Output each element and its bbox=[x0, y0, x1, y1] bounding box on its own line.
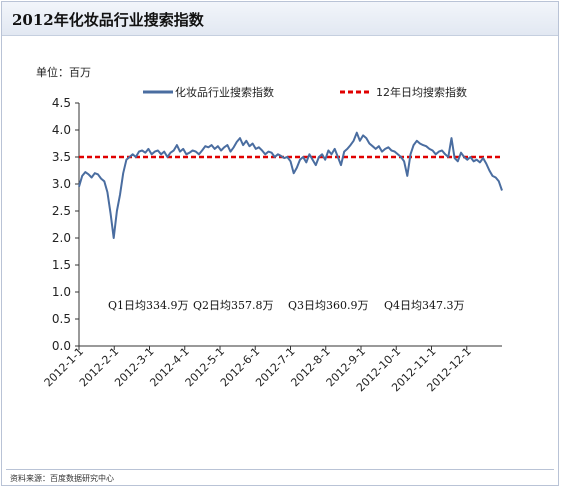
legend-label-average: 12年日均搜索指数 bbox=[376, 85, 467, 99]
source-note: 资料来源：百度数据研究中心 bbox=[10, 474, 114, 483]
y-tick-label: 0.5 bbox=[52, 312, 71, 326]
annotation-q3: Q3日均360.9万 bbox=[288, 299, 369, 312]
chart-title: 2012年化妆品行业搜索指数 bbox=[12, 11, 204, 29]
footer-divider bbox=[6, 469, 554, 470]
quarter-annotations: Q1日均334.9万 Q2日均357.8万 Q3日均360.9万 Q4日均347… bbox=[108, 299, 465, 312]
y-tick-label: 1.0 bbox=[52, 285, 71, 299]
y-tick-label: 1.5 bbox=[52, 258, 71, 272]
title-bar: 2012年化妆品行业搜索指数 bbox=[2, 2, 558, 36]
annotation-q1: Q1日均334.9万 bbox=[108, 299, 189, 312]
y-tick-label: 4.0 bbox=[52, 123, 71, 137]
y-tick-label: 2.0 bbox=[52, 231, 71, 245]
y-tick-label: 0.0 bbox=[52, 339, 71, 353]
y-tick-label: 2.5 bbox=[52, 204, 71, 218]
annotation-q2: Q2日均357.8万 bbox=[193, 299, 274, 312]
x-ticks: 2012-1-12012-2-12012-3-12012-4-12012-5-1… bbox=[42, 345, 474, 394]
annotation-q4: Q4日均347.3万 bbox=[384, 299, 465, 312]
y-tick-label: 4.5 bbox=[52, 96, 71, 110]
y-tick-label: 3.5 bbox=[52, 150, 71, 164]
legend-label-index: 化妆品行业搜索指数 bbox=[175, 85, 274, 99]
legend: 化妆品行业搜索指数 12年日均搜索指数 bbox=[143, 85, 467, 99]
series-index-line bbox=[78, 131, 503, 239]
y-ticks: 0.0 0.5 1.0 1.5 2.0 2.5 3.0 3.5 4.0 4.5 bbox=[52, 96, 79, 353]
unit-label: 单位：百万 bbox=[36, 65, 91, 79]
y-tick-label: 3.0 bbox=[52, 177, 71, 191]
